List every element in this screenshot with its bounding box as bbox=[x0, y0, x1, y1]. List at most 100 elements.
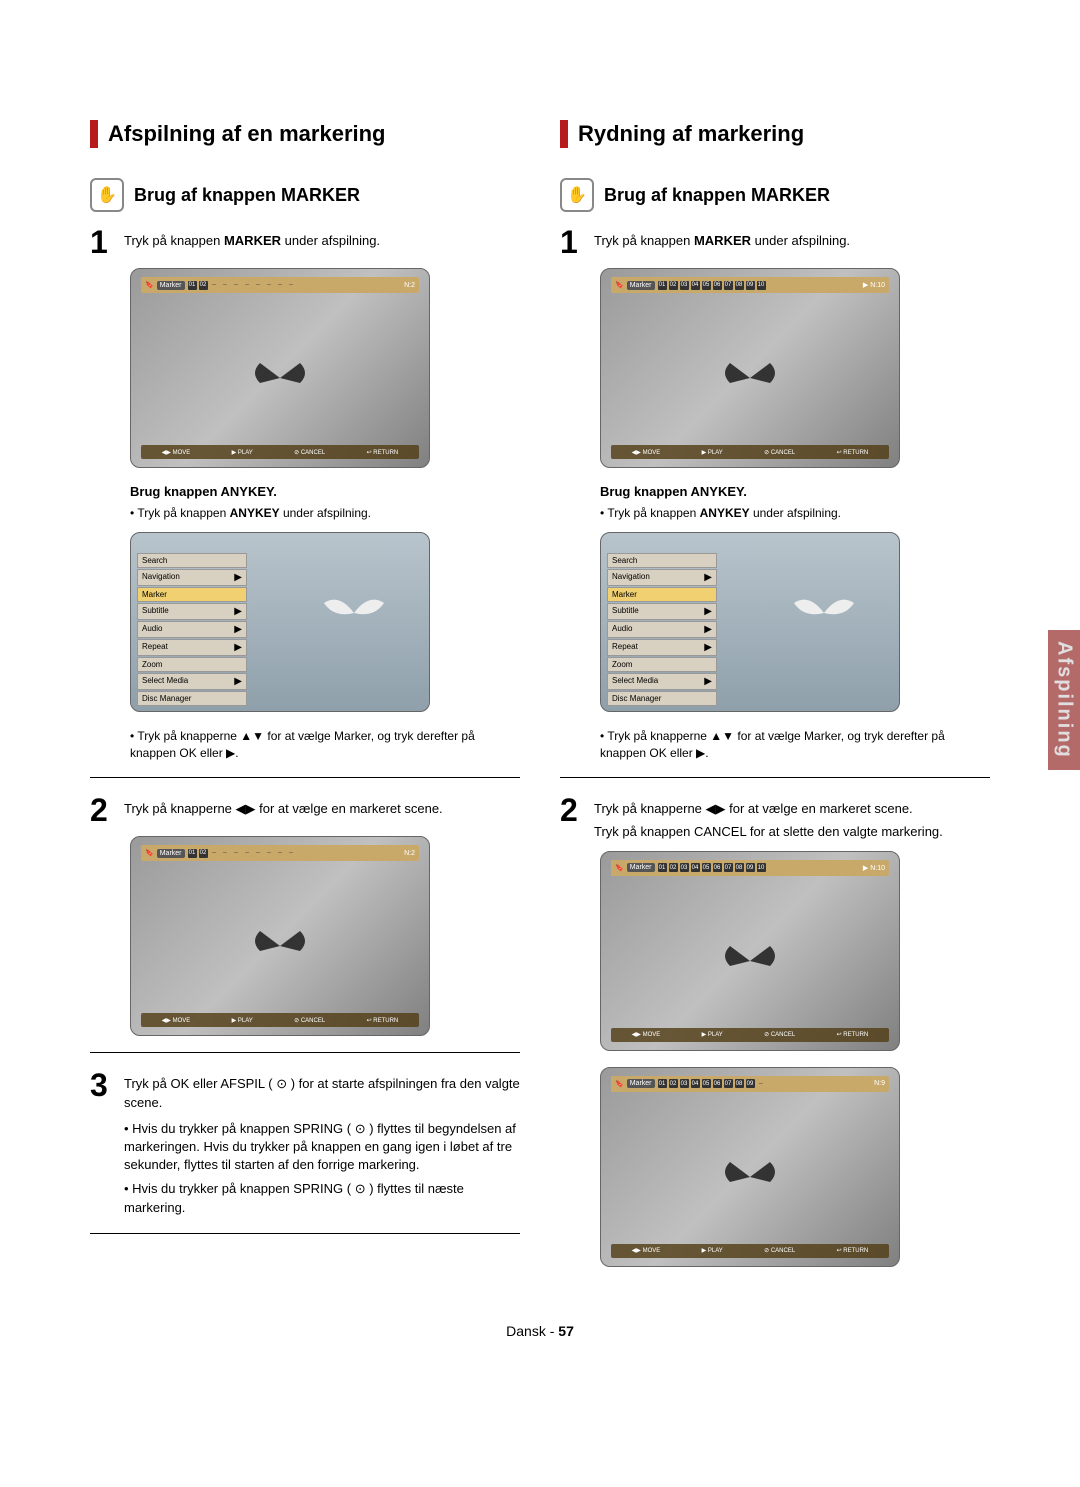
right-marker-screenshot-2: 🔖 Marker 01020304050607080910 ▶ N:10 ◀▶ … bbox=[600, 851, 900, 1051]
marker-slot: 01 bbox=[658, 281, 667, 290]
marker-slots: 01020304050607080910 bbox=[658, 281, 766, 290]
bottom-bar-item: ▶ PLAY bbox=[702, 1247, 723, 1254]
left-menu-screenshot: SearchNavigation▶MarkerSubtitle▶Audio▶Re… bbox=[130, 532, 430, 712]
marker-slot: 05 bbox=[702, 281, 711, 290]
text: Tryk på knappen bbox=[594, 233, 694, 248]
butterfly-graphic bbox=[250, 926, 310, 966]
marker-slot: 10 bbox=[757, 281, 766, 290]
marker-slot: 08 bbox=[735, 281, 744, 290]
marker-slot: 02 bbox=[669, 281, 678, 290]
menu-item: Disc Manager bbox=[607, 691, 717, 706]
text: under afspilning. bbox=[751, 233, 850, 248]
marker-slot: -- bbox=[210, 281, 219, 290]
menu-item: Marker bbox=[607, 587, 717, 602]
marker-slot: -- bbox=[287, 281, 296, 290]
hand-icon: ✋ bbox=[90, 178, 124, 212]
bottom-bar-item: ↩ RETURN bbox=[367, 1017, 399, 1024]
text: Tryk på knappen bbox=[137, 506, 229, 520]
marker-slot: 04 bbox=[691, 1079, 700, 1088]
bottom-bar-item: ⊘ CANCEL bbox=[294, 1017, 325, 1024]
marker-slot: 02 bbox=[199, 281, 208, 290]
menu-panel: SearchNavigation▶MarkerSubtitle▶Audio▶Re… bbox=[137, 553, 247, 707]
text-bold: ANYKEY bbox=[700, 506, 750, 520]
bullet-text: • Hvis du trykker på knappen SPRING ( ⊙ … bbox=[124, 1120, 520, 1175]
anykey-heading: Brug knappen ANYKEY. bbox=[600, 484, 990, 499]
marker-bar: 🔖 Marker 0102---------------- N:2 bbox=[141, 845, 419, 861]
marker-slot: 06 bbox=[713, 281, 722, 290]
bottom-bar: ◀▶ MOVE▶ PLAY⊘ CANCEL↩ RETURN bbox=[611, 445, 889, 459]
marker-slots: 01020304050607080910 bbox=[658, 863, 766, 872]
bookmark-icon: 🔖 bbox=[145, 281, 154, 289]
marker-slot: -- bbox=[265, 281, 274, 290]
marker-count: ▶ N:10 bbox=[863, 864, 885, 872]
marker-label: Marker bbox=[157, 849, 185, 858]
marker-slot: 04 bbox=[691, 281, 700, 290]
step-text: Tryk på knapperne ◀▶ for at vælge en mar… bbox=[594, 794, 943, 840]
step-text: Tryk på OK eller AFSPIL ( ⊙ ) for at sta… bbox=[124, 1069, 520, 1216]
marker-slot: -- bbox=[210, 849, 219, 858]
left-marker-screenshot-2: 🔖 Marker 0102---------------- N:2 ◀▶ MOV… bbox=[130, 836, 430, 1036]
marker-count: N:2 bbox=[404, 850, 415, 857]
menu-item: Audio▶ bbox=[607, 621, 717, 638]
footer-page: 57 bbox=[558, 1323, 574, 1339]
arrows-bullet: Tryk på knapperne ▲▼ for at vælge Marker… bbox=[130, 728, 520, 762]
butterfly-graphic bbox=[720, 358, 780, 398]
marker-bar: 🔖 Marker 01020304050607080910 ▶ N:10 bbox=[611, 860, 889, 876]
menu-item: Subtitle▶ bbox=[137, 603, 247, 620]
marker-slot: -- bbox=[232, 281, 241, 290]
left-column: Afspilning af en markering ✋ Brug af kna… bbox=[90, 120, 520, 1283]
marker-slot: 03 bbox=[680, 863, 689, 872]
bookmark-icon: 🔖 bbox=[615, 1080, 624, 1088]
butterfly-graphic bbox=[720, 1157, 780, 1197]
right-subtitle: Brug af knappen MARKER bbox=[604, 185, 830, 206]
bottom-bar-item: ◀▶ MOVE bbox=[632, 1031, 661, 1038]
menu-item: Zoom bbox=[137, 657, 247, 672]
marker-slot: 01 bbox=[188, 281, 197, 290]
butterfly-graphic bbox=[250, 358, 310, 398]
bottom-bar-item: ◀▶ MOVE bbox=[162, 449, 191, 456]
text: under afspilning. bbox=[281, 233, 380, 248]
bottom-bar: ◀▶ MOVE▶ PLAY⊘ CANCEL↩ RETURN bbox=[141, 1013, 419, 1027]
bottom-bar-item: ▶ PLAY bbox=[232, 1017, 253, 1024]
marker-slot: -- bbox=[243, 849, 252, 858]
bottom-bar-item: ↩ RETURN bbox=[837, 1247, 869, 1254]
left-title: Afspilning af en markering bbox=[90, 120, 520, 148]
bookmark-icon: 🔖 bbox=[145, 849, 154, 857]
text: under afspilning. bbox=[750, 506, 841, 520]
marker-slots: 0102---------------- bbox=[188, 849, 296, 858]
text: Tryk på knappen CANCEL for at slette den… bbox=[594, 823, 943, 841]
step-text: Tryk på knappen MARKER under afspilning. bbox=[594, 226, 850, 258]
text: Tryk på knappen bbox=[607, 506, 699, 520]
step-number: 1 bbox=[560, 226, 584, 258]
step-text: Tryk på knappen MARKER under afspilning. bbox=[124, 226, 380, 258]
bottom-bar-item: ⊘ CANCEL bbox=[294, 449, 325, 456]
menu-item: Select Media▶ bbox=[607, 673, 717, 690]
divider bbox=[560, 777, 990, 778]
hand-icon: ✋ bbox=[560, 178, 594, 212]
marker-slot: -- bbox=[243, 281, 252, 290]
left-subtitle-row: ✋ Brug af knappen MARKER bbox=[90, 178, 520, 212]
text: Hvis du trykker på knappen SPRING ( ⊙ ) … bbox=[124, 1121, 516, 1172]
bottom-bar-item: ⊘ CANCEL bbox=[764, 1031, 795, 1038]
marker-slot: 09 bbox=[746, 281, 755, 290]
marker-slot: 01 bbox=[658, 863, 667, 872]
left-marker-screenshot-1: 🔖 Marker 0102---------------- N:2 ◀▶ MOV… bbox=[130, 268, 430, 468]
marker-slot: 03 bbox=[680, 281, 689, 290]
text: Hvis du trykker på knappen SPRING ( ⊙ ) … bbox=[124, 1181, 464, 1214]
divider bbox=[90, 1233, 520, 1234]
anykey-bullet: Tryk på knappen ANYKEY under afspilning. bbox=[600, 505, 990, 522]
bottom-bar-item: ▶ PLAY bbox=[702, 1031, 723, 1038]
bottom-bar-item: ⊘ CANCEL bbox=[764, 449, 795, 456]
marker-slot: 10 bbox=[757, 863, 766, 872]
marker-slot: -- bbox=[254, 849, 263, 858]
marker-count: N:2 bbox=[404, 282, 415, 289]
marker-slot: -- bbox=[232, 849, 241, 858]
left-step-1: 1 Tryk på knappen MARKER under afspilnin… bbox=[90, 226, 520, 258]
menu-item: Navigation▶ bbox=[137, 569, 247, 586]
right-marker-screenshot-1: 🔖 Marker 01020304050607080910 ▶ N:10 ◀▶ … bbox=[600, 268, 900, 468]
right-subtitle-row: ✋ Brug af knappen MARKER bbox=[560, 178, 990, 212]
text: under afspilning. bbox=[280, 506, 371, 520]
right-title: Rydning af markering bbox=[560, 120, 990, 148]
footer-lang: Dansk bbox=[506, 1323, 546, 1339]
marker-slot: -- bbox=[276, 281, 285, 290]
